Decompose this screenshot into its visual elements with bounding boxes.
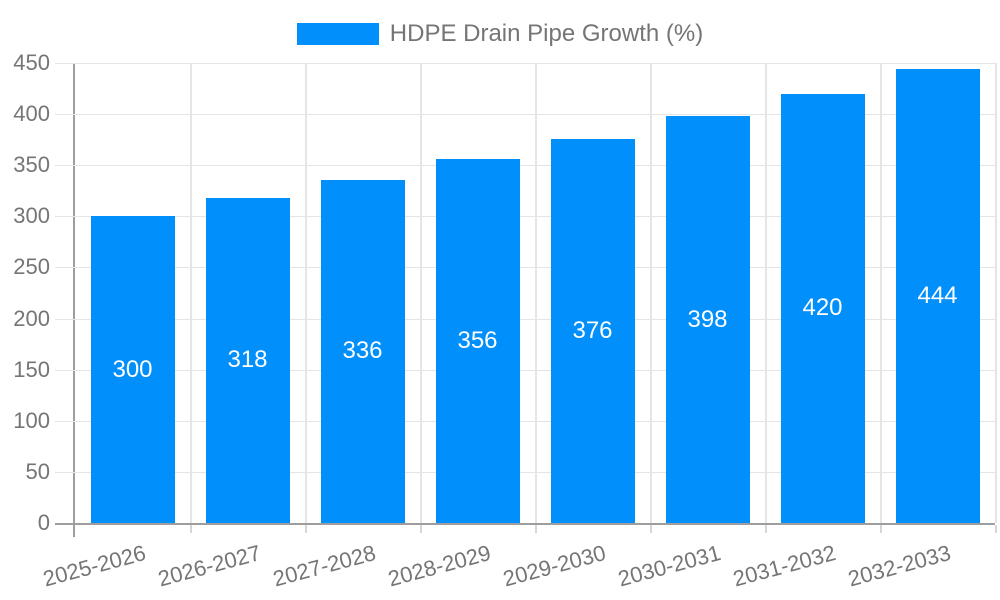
bar-value-label: 398 xyxy=(687,305,728,333)
v-gridline xyxy=(995,63,997,523)
x-axis-tick xyxy=(420,525,422,533)
bar-value-label: 420 xyxy=(802,294,843,322)
bar-value-label: 300 xyxy=(112,355,153,383)
x-axis-tick xyxy=(535,525,537,533)
x-axis-tick xyxy=(190,525,192,533)
y-axis-label: 50 xyxy=(25,458,50,484)
h-gridline xyxy=(55,471,995,473)
bar: 336 xyxy=(320,179,405,523)
h-gridline xyxy=(55,420,995,422)
bar: 376 xyxy=(550,138,635,523)
y-axis-label: 150 xyxy=(13,356,50,382)
x-axis-label: 2025-2026 xyxy=(40,540,149,592)
bar-value-label: 444 xyxy=(917,282,958,310)
x-axis-label: 2028-2029 xyxy=(385,540,494,592)
y-axis-label: 250 xyxy=(13,254,50,280)
v-gridline xyxy=(650,63,652,523)
h-gridline xyxy=(55,165,995,167)
v-gridline xyxy=(305,63,307,523)
x-axis-tick xyxy=(880,525,882,533)
bar-value-label: 336 xyxy=(342,337,383,365)
x-axis-label: 2026-2027 xyxy=(155,540,264,592)
bar-value-label: 356 xyxy=(457,327,498,355)
bar: 398 xyxy=(665,116,750,523)
y-axis-label: 100 xyxy=(13,407,50,433)
x-axis-tick xyxy=(305,525,307,533)
v-gridline xyxy=(535,63,537,523)
bar-value-label: 376 xyxy=(572,316,613,344)
y-axis-label: 300 xyxy=(13,203,50,229)
h-gridline xyxy=(55,63,995,64)
x-axis-label: 2030-2031 xyxy=(615,540,724,592)
v-gridline xyxy=(420,63,422,523)
h-gridline xyxy=(55,216,995,218)
bar: 420 xyxy=(780,93,865,523)
x-axis-label: 2031-2032 xyxy=(730,540,839,592)
y-axis-label: 0 xyxy=(37,510,50,535)
h-gridline xyxy=(55,114,995,116)
bar-value-label: 318 xyxy=(227,346,268,374)
h-gridline xyxy=(55,369,995,371)
x-axis-label: 2032-2033 xyxy=(845,540,954,592)
x-axis-tick xyxy=(650,525,652,533)
y-axis-label: 400 xyxy=(13,101,50,127)
x-axis-tick xyxy=(765,525,767,533)
bar: 318 xyxy=(205,197,290,523)
legend-label: HDPE Drain Pipe Growth (%) xyxy=(389,20,704,47)
bar: 356 xyxy=(435,159,520,523)
h-gridline xyxy=(55,318,995,320)
y-axis-zero-tick xyxy=(55,523,75,525)
y-axis-label: 200 xyxy=(13,305,50,331)
plot-area: 0 50 100 150 200 250 300 350 400 450 300 2025-2026 3… xyxy=(13,50,997,591)
bar: 444 xyxy=(895,69,980,523)
y-axis-bottom-tick xyxy=(73,525,75,537)
x-axis-label: 2029-2030 xyxy=(500,540,609,592)
legend-swatch xyxy=(296,23,379,45)
v-gridline xyxy=(880,63,882,523)
v-gridline xyxy=(765,63,767,523)
v-gridline xyxy=(190,63,192,523)
y-axis-label: 350 xyxy=(13,152,50,178)
h-gridline xyxy=(55,267,995,269)
bar: 300 xyxy=(90,216,175,523)
legend[interactable]: HDPE Drain Pipe Growth (%) xyxy=(0,20,1000,48)
x-axis-tick xyxy=(995,525,997,533)
y-axis-label: 450 xyxy=(13,50,50,75)
x-axis-label: 2027-2028 xyxy=(270,540,379,592)
